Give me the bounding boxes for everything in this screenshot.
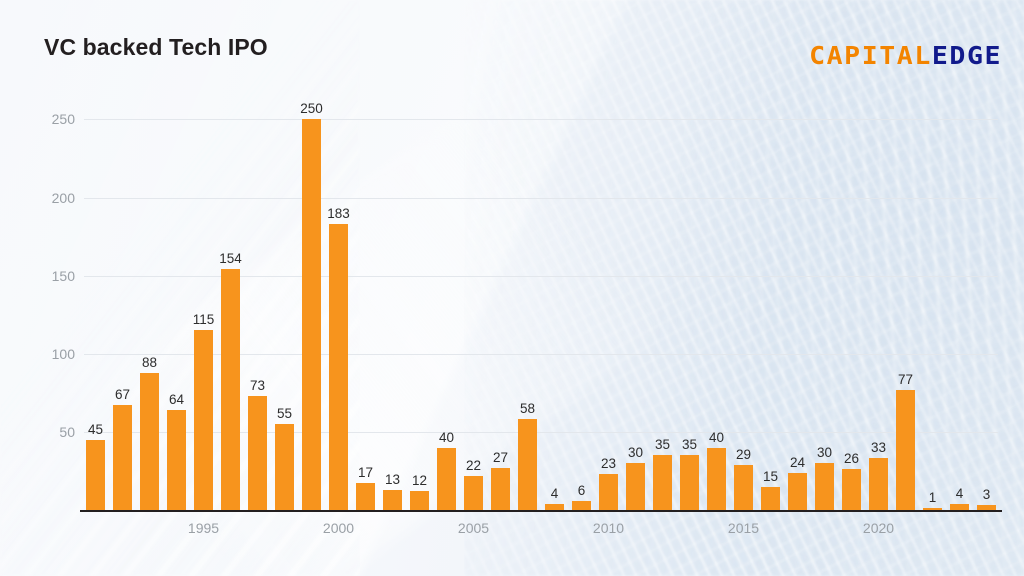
chart-title: VC backed Tech IPO — [44, 34, 268, 60]
bar-value-label: 58 — [519, 401, 536, 417]
bar-value-label: 3 — [982, 487, 991, 503]
bar-value-label: 26 — [843, 451, 860, 467]
bar-value-label: 40 — [438, 429, 455, 445]
bar: 12 — [410, 473, 429, 510]
bar: 1 — [923, 490, 942, 510]
bar: 26 — [842, 451, 861, 510]
bar: 30 — [815, 445, 834, 510]
gridline — [84, 197, 998, 199]
bar: 40 — [437, 430, 456, 510]
bar: 40 — [707, 430, 726, 510]
bar: 183 — [327, 206, 350, 510]
gridline — [84, 353, 998, 355]
bar-value-label: 1 — [928, 490, 937, 505]
bar-value-label: 73 — [249, 377, 266, 393]
bar-value-label: 4 — [955, 485, 964, 501]
capitaledge-logo: CAPITALEDGE — [809, 41, 1002, 70]
bar-value-label: 17 — [357, 465, 374, 481]
y-axis-tick-label: 50 — [59, 423, 75, 440]
bar: 4 — [950, 486, 969, 510]
bar: 35 — [680, 437, 699, 510]
bar: 35 — [653, 437, 672, 510]
bar: 15 — [761, 469, 780, 510]
bar: 77 — [896, 372, 915, 510]
bar: 6 — [572, 483, 591, 510]
bar-value-label: 29 — [735, 446, 752, 462]
bar-value-label: 27 — [492, 449, 509, 465]
bar: 45 — [86, 422, 105, 510]
bar: 3 — [977, 487, 996, 510]
bar: 22 — [464, 458, 483, 510]
bar-value-label: 40 — [708, 429, 725, 445]
bar-value-label: 154 — [219, 251, 242, 267]
bar-value-label: 30 — [627, 445, 644, 461]
y-axis-tick-label: 250 — [51, 111, 75, 128]
bar-value-label: 250 — [300, 101, 323, 117]
bar: 17 — [356, 465, 375, 510]
bar-value-label: 35 — [654, 437, 671, 453]
bar: 73 — [248, 378, 267, 510]
bar-value-label: 45 — [87, 421, 104, 437]
y-axis-tick-label: 150 — [51, 267, 75, 284]
bar: 13 — [383, 472, 402, 510]
x-axis-line — [80, 510, 1002, 512]
bar: 4 — [545, 486, 564, 510]
x-axis-tick-label: 2015 — [727, 520, 760, 536]
bar-value-label: 35 — [681, 437, 698, 453]
bar: 33 — [869, 440, 888, 510]
bar-value-label: 64 — [168, 392, 185, 408]
bar-value-label: 30 — [816, 445, 833, 461]
x-axis-tick-label: 2010 — [592, 520, 625, 536]
logo-text-capital: CAPITAL — [808, 41, 932, 70]
y-axis-tick-label: 200 — [51, 189, 75, 206]
bar: 115 — [193, 312, 214, 510]
bar: 154 — [219, 251, 242, 510]
bar-value-label: 12 — [411, 473, 428, 489]
bar: 58 — [518, 401, 537, 510]
bar: 29 — [734, 447, 753, 510]
bar: 250 — [300, 101, 323, 510]
x-axis-tick-label: 1995 — [187, 520, 220, 536]
y-axis-tick-label: 100 — [51, 345, 75, 362]
bar-value-label: 67 — [114, 387, 131, 403]
bar-value-label: 6 — [577, 482, 586, 498]
bar-value-label: 55 — [276, 406, 293, 422]
bar: 55 — [275, 406, 294, 510]
bar-value-label: 23 — [600, 456, 617, 472]
gridline — [84, 119, 998, 121]
x-axis-tick-label: 2020 — [862, 520, 895, 536]
gridline — [84, 431, 998, 433]
plot-area: 50 100 150 200 250 45 67 88 64 115 154 73 55 250 183 1… — [52, 96, 1002, 536]
bar: 24 — [788, 455, 807, 510]
bar-value-label: 22 — [465, 457, 482, 473]
x-axis-tick-label: 2005 — [457, 520, 490, 536]
bar-value-label: 88 — [141, 354, 158, 370]
bar-value-label: 4 — [550, 485, 559, 501]
bar-value-label: 13 — [384, 471, 401, 487]
x-axis-tick-label: 2000 — [322, 520, 355, 536]
bar-value-label: 183 — [327, 206, 350, 222]
bar: 23 — [599, 456, 618, 510]
bar-value-label: 15 — [762, 468, 779, 484]
bar: 30 — [626, 445, 645, 510]
logo-text-edge: EDGE — [931, 41, 1002, 70]
bar-value-label: 24 — [789, 454, 806, 470]
bar: 27 — [491, 450, 510, 510]
bar-value-label: 33 — [870, 440, 887, 456]
gridline — [84, 275, 998, 277]
bar: 64 — [167, 392, 186, 510]
bar: 88 — [140, 355, 159, 510]
bar-value-label: 77 — [897, 371, 914, 387]
bar-value-label: 115 — [192, 312, 215, 328]
bar: 67 — [113, 387, 132, 510]
